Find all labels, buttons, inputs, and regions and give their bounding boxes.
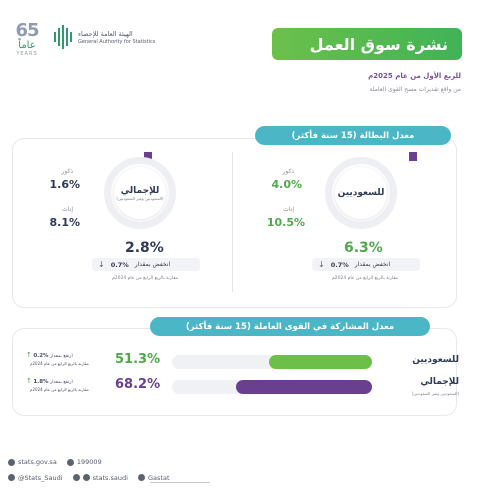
footer-divider [150,482,210,483]
participation-row-1-change: ↑ 0.2% ارتفع بمقدار [26,351,106,359]
saudi-change-value: 0.7% [330,260,349,269]
ring-marker-icon [409,152,417,161]
participation-row-2-bar [235,380,372,394]
participation-row-1-track [172,355,372,369]
org-name-english: General Authority for Statistics [78,39,156,45]
saudi-males-label: ذكور [282,168,294,175]
unemployment-heading: معدل البطالة (15 سنة فأكثر) [255,126,451,145]
footer-website-text: stats.gov.sa [18,458,57,466]
anniversary-english: YEARS [16,51,38,57]
saudi-ring-center: للسعوديين [335,167,387,219]
total-compare: مقارنة بالربع الرابع من عام 2024م [111,276,179,281]
participation-row-2-value: 68.2% [115,377,161,392]
gastat-logo-icon [54,25,72,49]
footer-website[interactable]: stats.gov.sa [8,458,57,466]
down-arrow-icon: ↓ [98,260,105,269]
total-females-value: 8.1% [49,216,80,229]
instagram-icon [72,474,80,481]
facebook-icon [82,474,90,481]
footer-social-text: stats.saudi [92,473,128,482]
saudi-ring: للسعوديين [325,157,397,229]
total-value: 2.8% [125,240,164,256]
total-sublabel: (السعوديين وغير السعوديين) [116,195,164,201]
participation-row-2-compare: مقارنة بالربع الرابع من عام 2024م [30,387,89,392]
total-ring-center: للإجمالي (السعوديين وغير السعوديين) [114,167,166,219]
saudi-change: ↓ 0.7% انخفض بمقدار [312,258,420,271]
anniversary-arabic: عاماً [18,40,36,51]
ring-marker-icon [144,152,152,161]
saudi-females-value: 10.5% [266,216,305,229]
total-males-value: 1.6% [49,178,80,191]
participation-row-2-change-text: ارتفع بمقدار [50,380,73,385]
participation-row-1-compare: مقارنة بالربع الرابع من عام 2024م [30,361,89,366]
period-text: للربع الأول من عام 2025م [368,72,461,80]
participation-row-2-sublabel: (السعوديين وغير السعوديين) [411,391,459,396]
saudi-females-label: إناث [283,206,294,213]
divider [232,152,233,292]
footer-brand[interactable]: Gastat [138,474,170,482]
phone-icon [66,458,74,466]
total-males-label: ذكور [61,168,73,175]
globe-icon [8,458,15,466]
participation-row-2-change: ↑ 1.8% ارتفع بمقدار [26,377,106,385]
saudi-compare: مقارنة بالربع الرابع من عام 2024م [331,276,399,281]
down-arrow-icon: ↓ [318,260,325,269]
participation-row-2-track [172,380,372,394]
total-change: ↓ 0.7% انخفض بمقدار [92,258,200,271]
participation-card [12,328,457,416]
total-change-text: انخفض بمقدار [134,261,171,268]
org-name-arabic: الهيئة العامة للإحصاء [78,30,133,38]
total-change-value: 0.7% [110,260,129,269]
org-name: الهيئة العامة للإحصاء General Authority … [78,30,198,45]
page-title: نشرة سوق العمل [272,28,462,60]
up-arrow-icon: ↑ [26,351,32,359]
footer-phone[interactable]: 199009 [66,458,102,466]
participation-row-2-change-value: 1.8% [33,379,49,385]
saudi-males-value: 4.0% [271,178,302,191]
total-ring: للإجمالي (السعوديين وغير السعوديين) [104,157,176,229]
anniversary-number: 65 [15,20,39,41]
participation-row-2-label: للإجمالي [420,377,459,387]
saudi-change-text: انخفض بمقدار [354,261,391,268]
up-arrow-icon: ↑ [26,377,32,385]
footer-social[interactable]: stats.saudi [72,473,128,482]
youtube-icon [138,474,146,481]
participation-row-1-value: 51.3% [115,352,161,367]
footer-twitter-text: @Stats_Saudi [18,473,63,482]
twitter-icon [8,474,15,481]
participation-heading: معدل المشاركة في القوى العاملة (15 سنة ف… [150,317,430,336]
footer-phone-text: 199009 [76,458,102,466]
participation-row-1-label: للسعوديين [412,355,459,365]
anniversary-logo: 65 عاماً YEARS [8,20,46,58]
footer-brand-text: Gastat [148,473,170,482]
footer-twitter[interactable]: @Stats_Saudi [8,474,63,482]
total-females-label: إناث [62,206,73,213]
source-text: من واقع تقديرات مسح القوى العاملة [369,86,462,93]
participation-row-1-change-text: ارتفع بمقدار [50,354,73,359]
saudi-value: 6.3% [344,240,383,256]
participation-row-1-bar [269,355,372,369]
participation-row-1-change-value: 0.2% [33,353,49,359]
footer: stats.gov.sa 199009 @Stats_Saudi stats.s… [8,458,178,483]
total-label: للإجمالي [120,185,160,196]
saudi-label: للسعوديين [337,188,385,198]
